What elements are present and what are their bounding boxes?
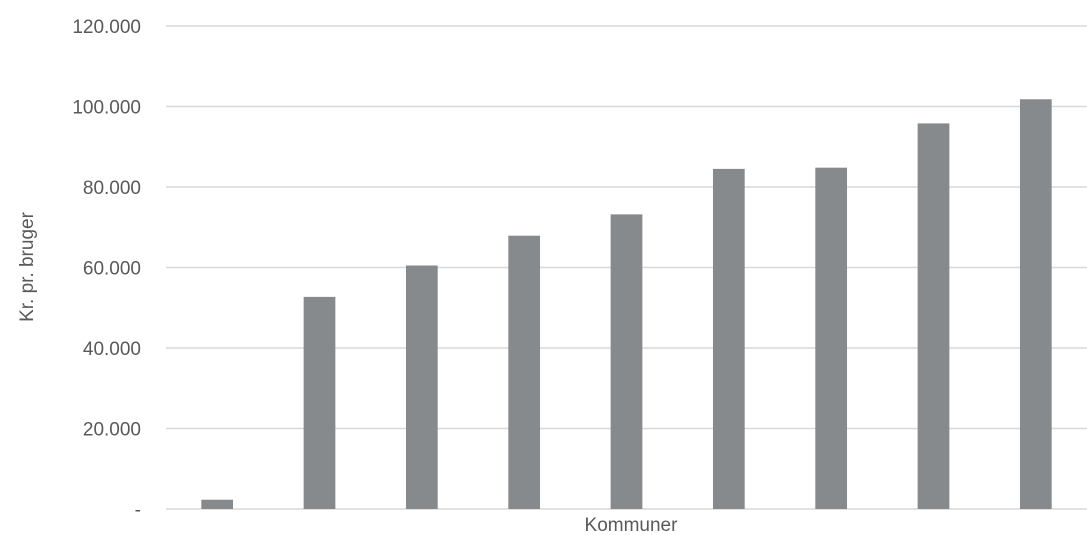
y-tick-label: 20.000	[83, 420, 141, 441]
x-axis-title: Kommuner	[585, 515, 679, 535]
bar	[508, 235, 541, 509]
y-axis-title: Kr. pr. bruger	[17, 211, 38, 322]
bar	[405, 265, 438, 509]
y-tick-label: 40.000	[83, 339, 141, 360]
y-tick-label: 60.000	[83, 259, 141, 280]
y-axis-ticks: - 20.000 40.000 60.000 80.000 100.000 120.000	[72, 17, 141, 521]
y-tick-label: 80.000	[83, 178, 141, 199]
y-tick-label: 120.000	[72, 17, 141, 38]
y-tick-label: -	[135, 500, 141, 521]
bar	[815, 167, 848, 509]
bar	[712, 168, 745, 509]
bar	[917, 123, 950, 509]
bars	[201, 99, 1052, 509]
bar	[610, 214, 643, 509]
bar	[1019, 99, 1052, 509]
bar	[303, 296, 336, 509]
y-tick-label: 100.000	[72, 98, 141, 119]
bar	[201, 499, 234, 509]
